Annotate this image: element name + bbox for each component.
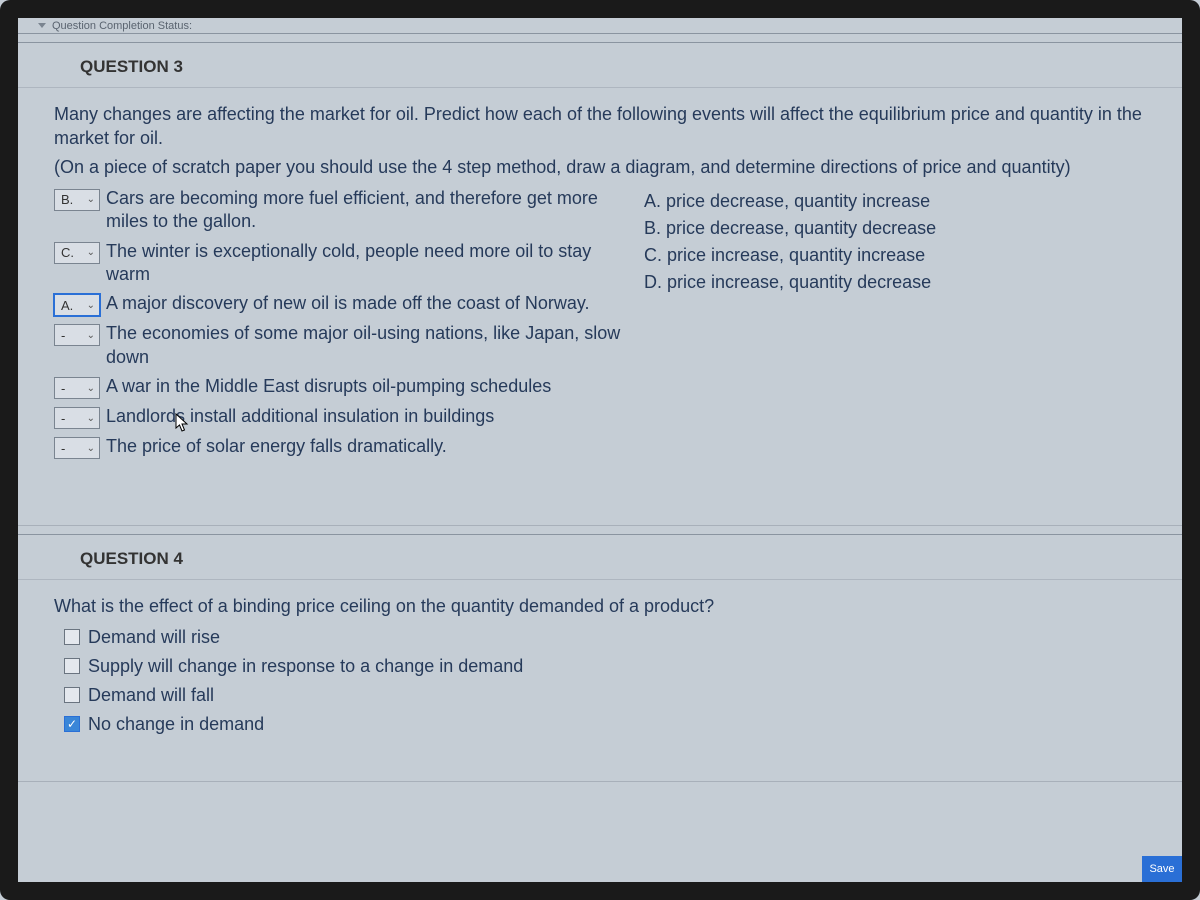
question-4-title: QUESTION 4 xyxy=(80,549,1182,569)
match-item-text: A major discovery of new oil is made off… xyxy=(106,292,590,315)
q4-choices: Demand will rise Supply will change in re… xyxy=(54,627,1162,735)
checkbox-label: No change in demand xyxy=(88,714,264,735)
selector-value: C. xyxy=(61,245,74,260)
match-item-text: The economies of some major oil-using na… xyxy=(106,322,634,369)
content-area: Question Completion Status: QUESTION 3 M… xyxy=(18,18,1182,882)
selector-value: A. xyxy=(61,298,73,313)
match-row: -⌄A war in the Middle East disrupts oil-… xyxy=(54,375,634,399)
checkbox-row: ✓ No change in demand xyxy=(64,714,1162,735)
q3-prompt-2: (On a piece of scratch paper you should … xyxy=(54,155,1162,179)
q3-prompt-1: Many changes are affecting the market fo… xyxy=(54,102,1162,151)
question-3-header: QUESTION 3 xyxy=(18,43,1182,88)
match-item-text: Cars are becoming more fuel efficient, a… xyxy=(106,187,634,234)
question-3-block: QUESTION 3 Many changes are affecting th… xyxy=(18,42,1182,526)
question-3-body: Many changes are affecting the market fo… xyxy=(18,88,1182,525)
selector-value: - xyxy=(61,328,65,343)
answer-selector[interactable]: -⌄ xyxy=(54,407,100,429)
question-4-header: QUESTION 4 xyxy=(18,535,1182,580)
checkbox-label: Demand will rise xyxy=(88,627,220,648)
match-item-text: Landlords install additional insulation … xyxy=(106,405,494,428)
checkbox-row: Demand will rise xyxy=(64,627,1162,648)
checkbox[interactable] xyxy=(64,658,80,674)
matching-right-column: A. price decrease, quantity increase B. p… xyxy=(644,187,1162,465)
question-4-block: QUESTION 4 What is the effect of a bindi… xyxy=(18,534,1182,781)
chevron-down-icon: ⌄ xyxy=(87,383,95,394)
checkbox-label: Demand will fall xyxy=(88,685,214,706)
chevron-down-icon: ⌄ xyxy=(87,194,95,205)
selector-value: - xyxy=(61,381,65,396)
checkbox[interactable] xyxy=(64,687,80,703)
chevron-down-icon: ⌄ xyxy=(87,300,95,311)
question-3-title: QUESTION 3 xyxy=(80,57,1182,77)
match-row: -⌄Landlords install additional insulatio… xyxy=(54,405,634,429)
answer-option: B. price decrease, quantity decrease xyxy=(644,218,1162,239)
checkbox-row: Supply will change in response to a chan… xyxy=(64,656,1162,677)
selector-value: - xyxy=(61,441,65,456)
checkbox[interactable]: ✓ xyxy=(64,716,80,732)
answer-option: C. price increase, quantity increase xyxy=(644,245,1162,266)
matching-area: B. ⌄ Cars are becoming more fuel efficient… xyxy=(54,187,1162,465)
selector-value: B. xyxy=(61,192,73,207)
answer-selector[interactable]: -⌄ xyxy=(54,437,100,459)
collapse-icon[interactable] xyxy=(38,23,46,28)
save-badge[interactable]: Save xyxy=(1142,856,1182,882)
answer-selector[interactable]: B. ⌄ xyxy=(54,189,100,211)
selector-value: - xyxy=(61,411,65,426)
answer-selector[interactable]: -⌄ xyxy=(54,377,100,399)
chevron-down-icon: ⌄ xyxy=(87,413,95,424)
answer-selector[interactable]: -⌄ xyxy=(54,324,100,346)
answer-selector[interactable]: C. ⌄ xyxy=(54,242,100,264)
checkbox-label: Supply will change in response to a chan… xyxy=(88,656,523,677)
checkbox-row: Demand will fall xyxy=(64,685,1162,706)
matching-left-column: B. ⌄ Cars are becoming more fuel efficient… xyxy=(54,187,634,465)
chevron-down-icon: ⌄ xyxy=(87,330,95,341)
chevron-down-icon: ⌄ xyxy=(87,247,95,258)
match-item-text: The price of solar energy falls dramatic… xyxy=(106,435,447,458)
match-row: -⌄The price of solar energy falls dramat… xyxy=(54,435,634,459)
match-row: -⌄The economies of some major oil-using … xyxy=(54,322,634,369)
match-row: A. ⌄ A major discovery of new oil is made … xyxy=(54,292,634,316)
answer-selector[interactable]: A. ⌄ xyxy=(54,294,100,316)
match-item-text: The winter is exceptionally cold, people… xyxy=(106,240,634,287)
question-4-body: What is the effect of a binding price ce… xyxy=(18,580,1182,780)
status-bar: Question Completion Status: xyxy=(18,18,1182,34)
checkbox[interactable] xyxy=(64,629,80,645)
status-text: Question Completion Status: xyxy=(52,20,192,32)
match-item-text: A war in the Middle East disrupts oil-pu… xyxy=(106,375,551,398)
q4-prompt: What is the effect of a binding price ce… xyxy=(54,594,1162,618)
answer-option: A. price decrease, quantity increase xyxy=(644,191,1162,212)
match-row: B. ⌄ Cars are becoming more fuel efficient… xyxy=(54,187,634,234)
chevron-down-icon: ⌄ xyxy=(87,443,95,454)
answer-option: D. price increase, quantity decrease xyxy=(644,272,1162,293)
match-row: C. ⌄ The winter is exceptionally cold, peo… xyxy=(54,240,634,287)
